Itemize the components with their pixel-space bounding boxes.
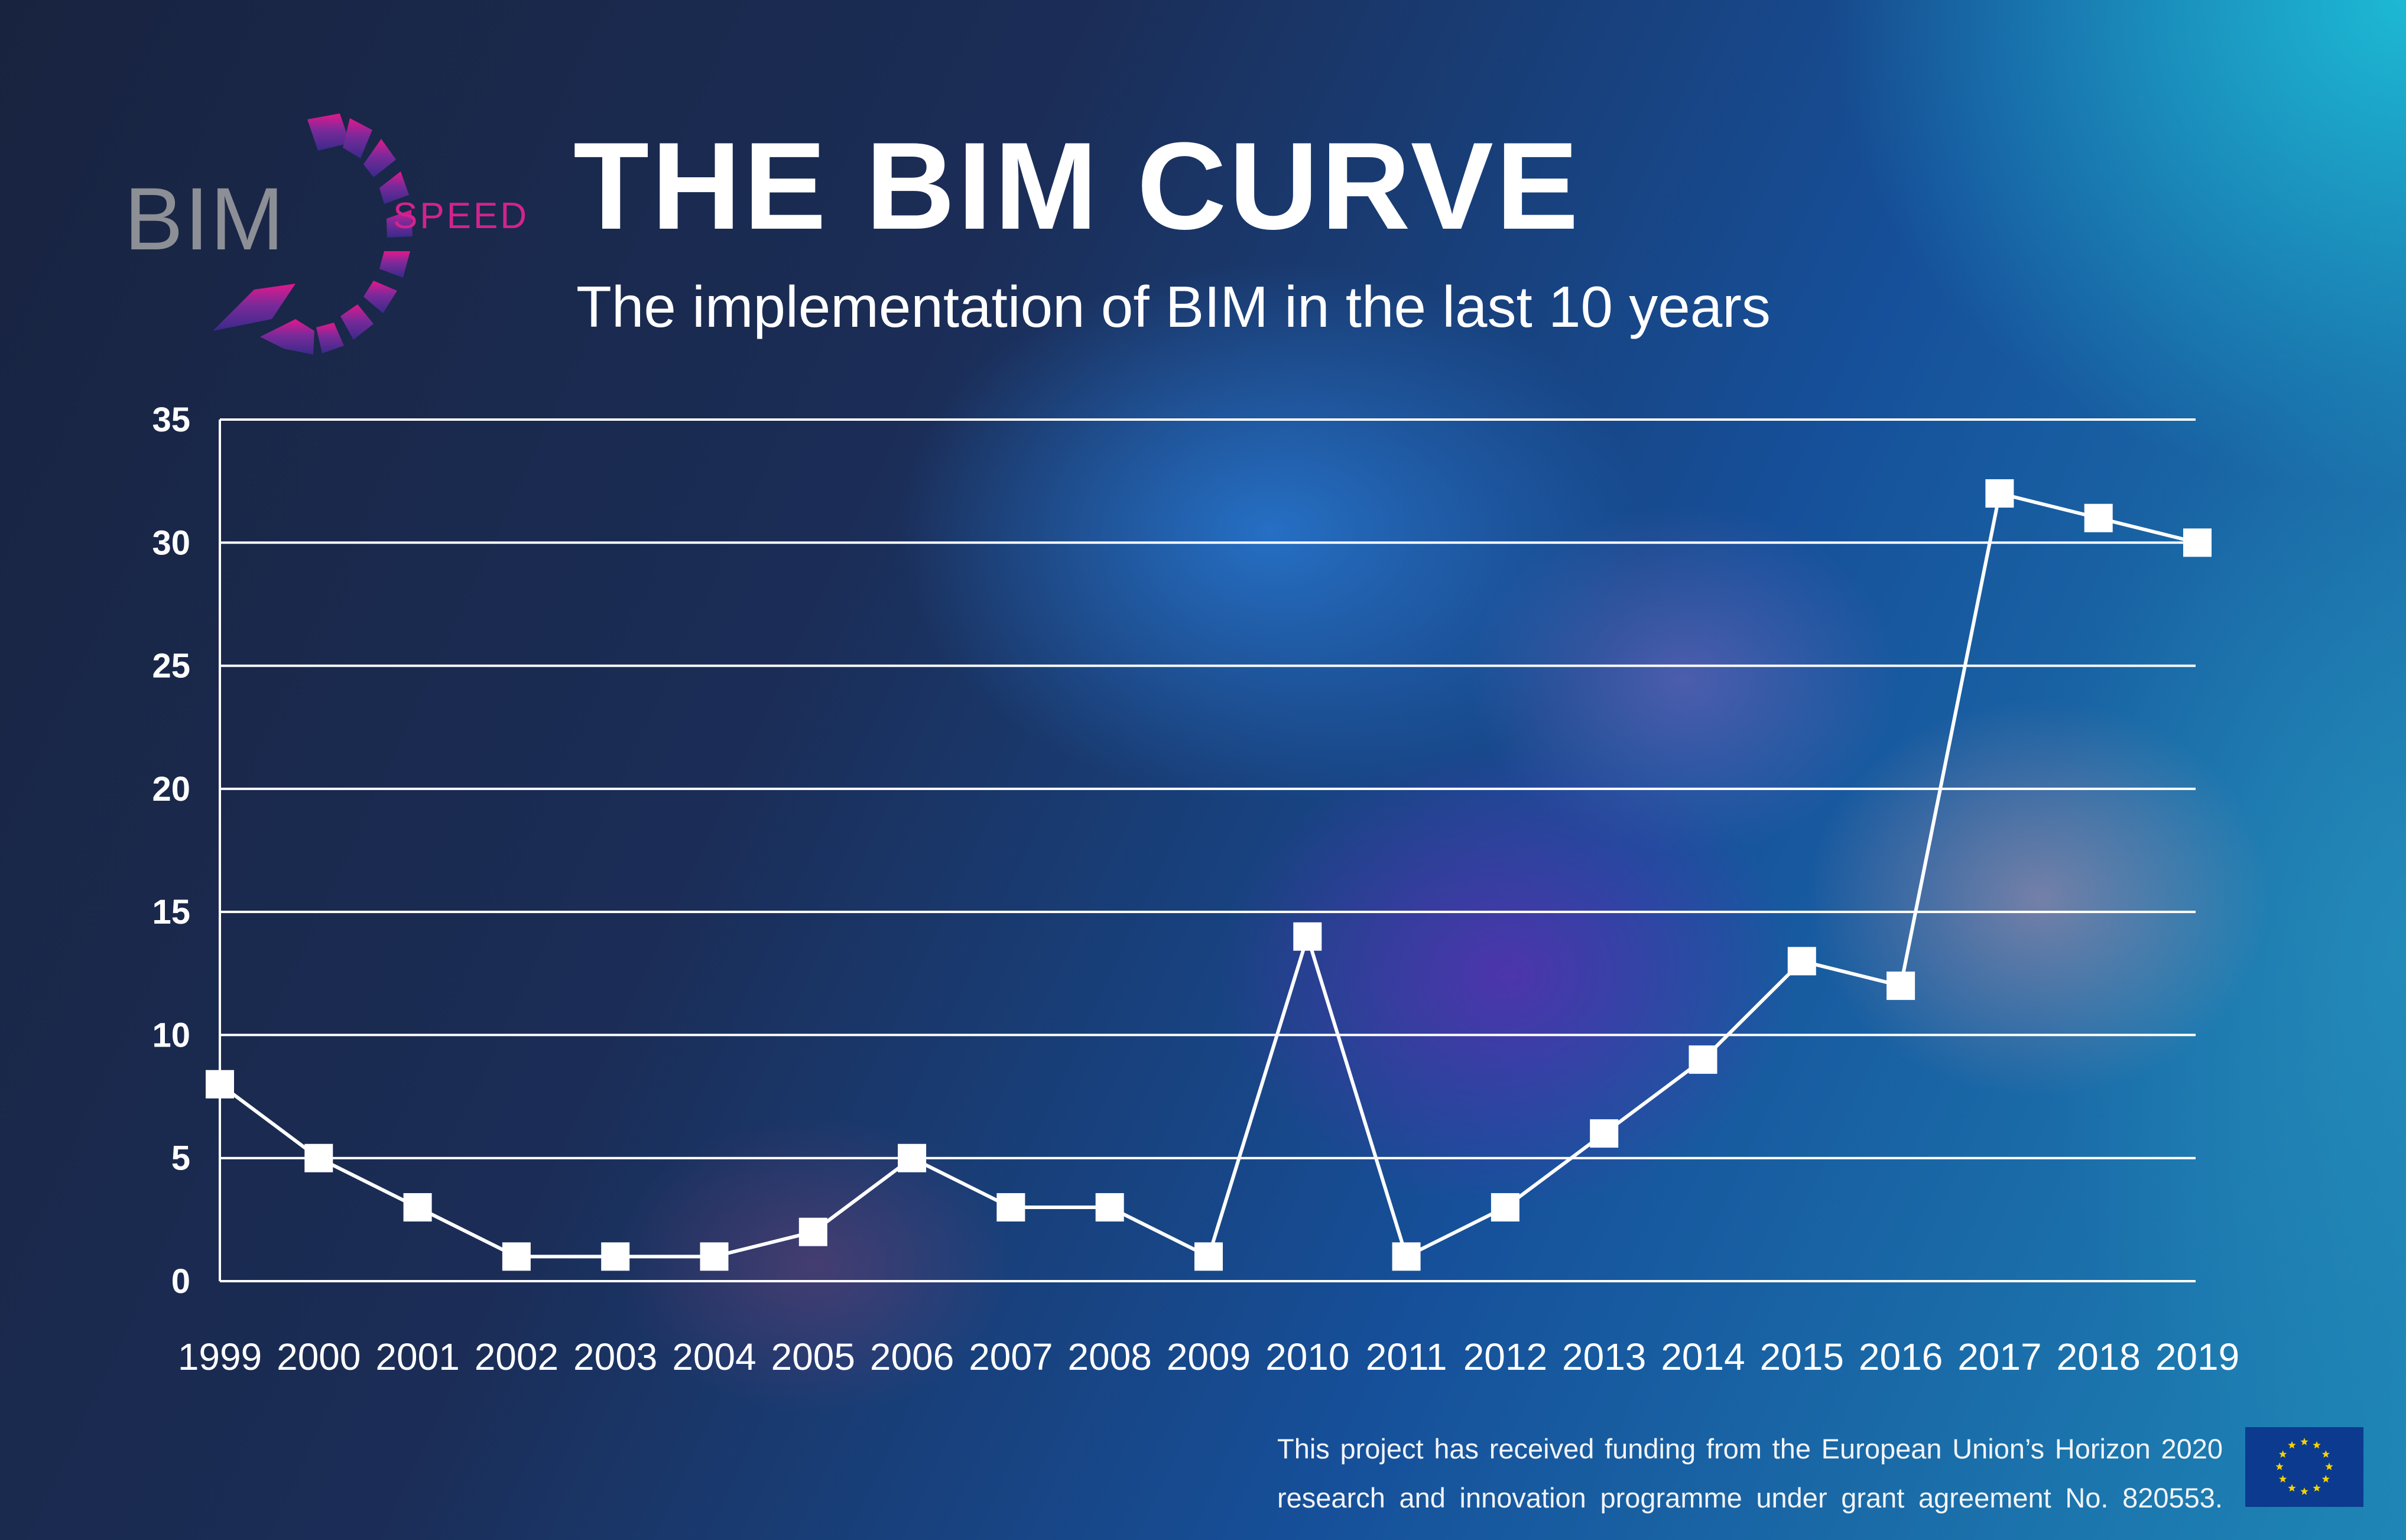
eu-star-icon <box>2313 1441 2321 1449</box>
data-point-marker <box>1985 479 2014 508</box>
eu-star-icon <box>2275 1463 2284 1470</box>
data-point-marker <box>1293 922 1322 951</box>
x-tick-label: 2011 <box>1366 1336 1447 1378</box>
data-point-marker <box>2084 503 2113 532</box>
y-tick-label: 30 <box>152 524 190 562</box>
eu-star-icon <box>2325 1463 2333 1470</box>
x-tick-label: 2001 <box>375 1336 459 1378</box>
logo-bim-text: BIM <box>124 169 285 268</box>
y-tick-label: 35 <box>152 401 190 439</box>
data-point-marker <box>1787 947 1816 976</box>
eu-star-icon <box>2313 1484 2321 1492</box>
funding-line-2: research and innovation programme under … <box>1277 1482 2223 1513</box>
x-tick-label: 2008 <box>1068 1336 1152 1378</box>
x-tick-label: 2018 <box>2057 1336 2141 1378</box>
data-point-marker <box>1590 1119 1619 1148</box>
y-tick-label: 10 <box>152 1016 190 1054</box>
data-point-marker <box>1194 1242 1223 1271</box>
eu-star-icon <box>2300 1487 2308 1495</box>
data-point-marker <box>304 1143 333 1172</box>
page-title: THE BIM CURVE <box>573 116 1581 255</box>
data-point-marker <box>1887 972 1915 1000</box>
eu-flag-icon <box>2245 1427 2363 1507</box>
x-tick-label: 2005 <box>771 1336 855 1378</box>
y-tick-label: 0 <box>171 1262 190 1301</box>
eu-star-icon <box>2288 1441 2296 1449</box>
y-tick-label: 15 <box>152 893 190 931</box>
data-point-marker <box>1095 1193 1124 1222</box>
data-point-marker <box>206 1070 234 1099</box>
eu-star-icon <box>2321 1475 2330 1483</box>
x-tick-label: 2004 <box>672 1336 756 1378</box>
funding-line-1: This project has received funding from t… <box>1277 1433 2223 1464</box>
x-tick-label: 1999 <box>178 1336 262 1378</box>
y-tick-label: 25 <box>152 647 190 685</box>
data-point-marker <box>996 1193 1025 1222</box>
data-point-marker <box>1392 1242 1421 1271</box>
data-point-marker <box>403 1193 432 1222</box>
x-tick-label: 2002 <box>475 1336 559 1378</box>
x-tick-label: 2000 <box>277 1336 361 1378</box>
eu-star-icon <box>2288 1484 2296 1492</box>
data-point-marker <box>700 1242 729 1271</box>
data-point-marker <box>2183 528 2212 557</box>
x-tick-label: 2019 <box>2155 1336 2239 1378</box>
x-tick-label: 2013 <box>1562 1336 1646 1378</box>
data-point-marker <box>798 1217 827 1246</box>
x-tick-label: 2006 <box>870 1336 954 1378</box>
x-tick-label: 2014 <box>1661 1336 1745 1378</box>
series-line <box>219 491 2198 1259</box>
x-tick-label: 2003 <box>573 1336 657 1378</box>
eu-star-icon <box>2279 1475 2287 1483</box>
y-tick-label: 20 <box>152 770 190 808</box>
logo-speed-text: SPEED <box>393 196 530 236</box>
logo-arc-icon <box>213 113 413 355</box>
page-subtitle: The implementation of BIM in the last 10… <box>576 274 1771 339</box>
x-tick-label: 2010 <box>1265 1336 1349 1378</box>
data-point-marker <box>1491 1193 1519 1222</box>
x-tick-label: 2009 <box>1167 1336 1251 1378</box>
x-tick-label: 2016 <box>1859 1336 1943 1378</box>
x-tick-label: 2012 <box>1463 1336 1547 1378</box>
eu-star-icon <box>2279 1450 2287 1458</box>
data-point-marker <box>898 1143 927 1172</box>
eu-star-icon <box>2300 1438 2308 1445</box>
data-point-marker <box>502 1242 531 1271</box>
x-tick-label: 2007 <box>969 1336 1053 1378</box>
x-tick-label: 2015 <box>1760 1336 1844 1378</box>
funding-note: This project has received funding from t… <box>1277 1424 2223 1522</box>
data-point-marker <box>601 1242 630 1271</box>
data-point-marker <box>1689 1045 1717 1074</box>
eu-stars-icon <box>2275 1438 2333 1495</box>
x-tick-label: 2017 <box>1957 1336 2041 1378</box>
eu-star-icon <box>2321 1450 2330 1458</box>
y-tick-label: 5 <box>171 1139 190 1178</box>
bim-speed-logo: BIM SPEED <box>118 106 544 366</box>
